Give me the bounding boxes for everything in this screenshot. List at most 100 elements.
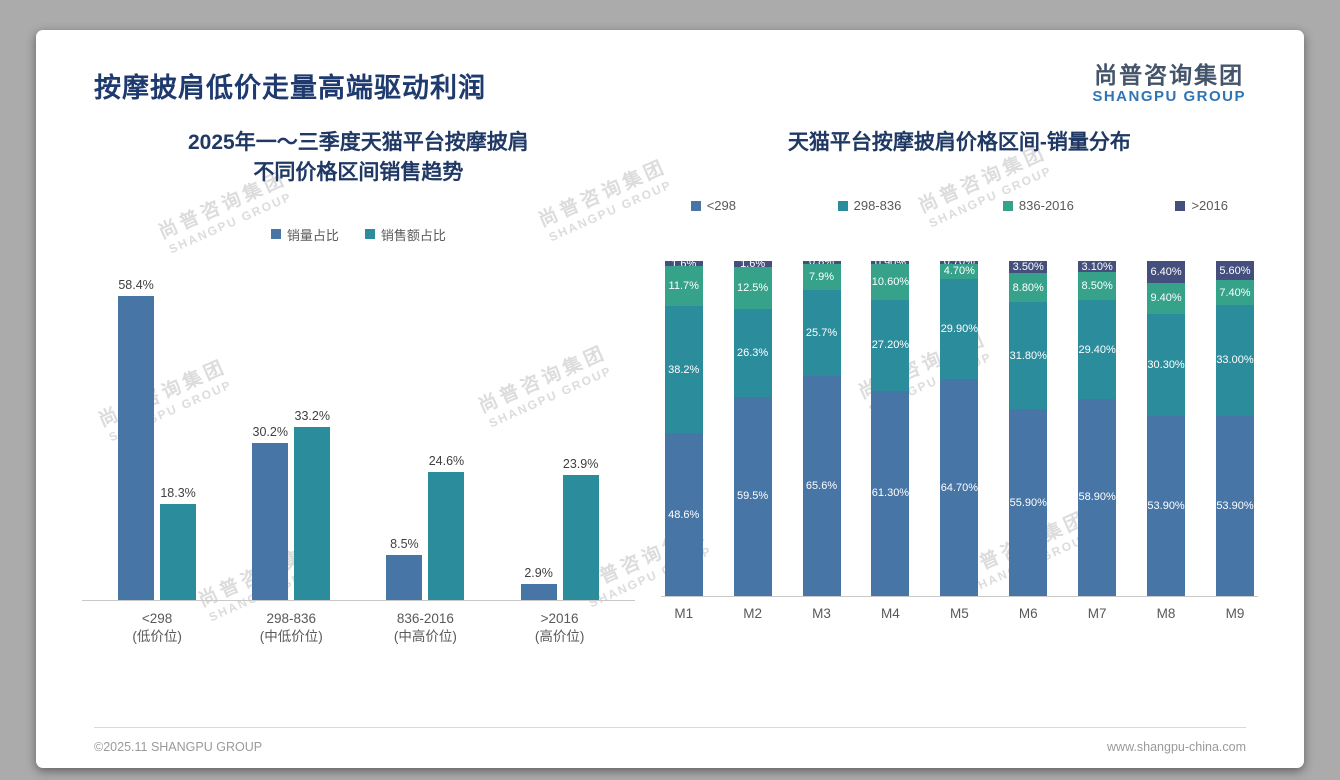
category-label: 836-2016 (中高价位) [394, 610, 457, 646]
stacked-bar-column: 6.40% 9.40% 30.30% 53.90% M8 [1147, 261, 1186, 621]
segment-value-label: 3.10% [1081, 260, 1113, 273]
segment-blue: 65.6% [802, 376, 841, 597]
segment-blue: 64.70% [940, 379, 979, 597]
segment-value-label: 55.90% [1009, 496, 1047, 509]
legend-item-298-836: 298-836 [837, 198, 901, 213]
right-chart-panel: 天猫平台按摩披肩价格区间-销量分布 <298 298-836 836-2016 [635, 128, 1258, 646]
segment-value-label: 10.60% [871, 275, 910, 288]
bar-group: 30.2% 33.2% 298-836 (中低价位) [252, 270, 331, 646]
bar-value-label: 18.3% [160, 486, 196, 501]
bar-teal: 24.6% [428, 454, 465, 600]
bar-teal: 18.3% [160, 486, 197, 600]
bar-teal: 33.2% [294, 409, 331, 600]
category-label: >2016 (高价位) [535, 610, 585, 646]
bar-segment [562, 475, 599, 600]
segment-value-label: 30.30% [1147, 358, 1185, 371]
segment-teal: 30.30% [1147, 314, 1186, 416]
segment-value-label: 9.40% [1150, 292, 1182, 305]
bar-pair: 8.5% 24.6% [386, 270, 465, 600]
segment-value-label: 53.90% [1147, 499, 1185, 512]
bar-pair: 58.4% 18.3% [118, 270, 197, 600]
stacked-bar-column: 5.60% 7.40% 33.00% 53.90% M9 [1215, 261, 1254, 621]
segment-label-holder: 58.90% [1078, 490, 1116, 504]
segment-value-label: 33.00% [1216, 354, 1254, 367]
bar-segment [160, 504, 197, 600]
bar-blue: 8.5% [386, 537, 423, 600]
segment-label-holder: 9.40% [1147, 291, 1185, 305]
segment-teal: 33.00% [1215, 305, 1254, 416]
segment-value-label: 3.50% [1012, 261, 1044, 274]
segment-label-holder: 10.60% [871, 275, 909, 289]
segment-value-label: 7.40% [1219, 286, 1251, 299]
category-sublabel: (高价位) [534, 628, 585, 644]
segment-value-label: 61.30% [871, 487, 910, 500]
bar-value-label: 30.2% [252, 424, 288, 439]
segment-label-holder: 53.90% [1147, 499, 1185, 513]
segment-teal: 31.80% [1009, 302, 1048, 409]
company-logo: 尚普咨询集团 SHANGPU GROUP [1092, 62, 1246, 106]
stacked-bar-column: 0.8% 7.9% 25.7% 65.6% M3 [802, 256, 841, 621]
bar-segment [252, 442, 289, 600]
segment-blue: 61.30% [871, 390, 910, 597]
category-name: <298 [141, 610, 173, 626]
logo-cn-text: 尚普咨询集团 [1094, 62, 1245, 88]
segment-value-label: 58.90% [1078, 491, 1116, 504]
segment-teal: 29.90% [940, 279, 979, 380]
stacked-bar-column: 1.6% 12.5% 26.3% 59.5% M2 [733, 258, 772, 621]
x-axis-line [660, 596, 1258, 598]
segment-value-label: 59.5% [737, 490, 769, 503]
legend-label: <298 [706, 198, 737, 214]
segment-label-holder: 25.7% [803, 326, 841, 340]
bar-teal: 23.9% [562, 457, 599, 600]
segment-green: 9.40% [1147, 282, 1186, 315]
segment-green: 11.7% [664, 266, 703, 306]
page-title: 按摩披肩低价走量高端驱动利润 [94, 73, 486, 103]
stacked-bar-column: 0.90% 10.60% 27.20% 61.30% M4 [871, 257, 910, 622]
stacked-bar: 3.10% 8.50% 29.40% 58.90% [1078, 260, 1117, 597]
stacked-bar-column: 3.10% 8.50% 29.40% 58.90% M7 [1078, 260, 1117, 621]
segment-label-holder: 5.60% [1216, 264, 1254, 278]
bar-group: 58.4% 18.3% <298 (低价位) [118, 270, 197, 646]
segment-green: 12.5% [733, 266, 772, 309]
segment-navy: 6.40% [1147, 261, 1186, 283]
segment-teal: 27.20% [871, 299, 910, 391]
bar-blue: 2.9% [520, 566, 557, 600]
bar-value-label: 24.6% [428, 453, 465, 468]
bar-segment [520, 584, 557, 600]
segment-green: 8.50% [1078, 271, 1117, 301]
segment-teal: 25.7% [802, 290, 841, 377]
segment-label-holder: 53.90% [1216, 499, 1254, 513]
bar-pair: 30.2% 33.2% [252, 270, 331, 600]
legend-swatch-blue [690, 200, 701, 211]
segment-value-label: 26.3% [737, 346, 769, 359]
segment-label-holder: 30.30% [1147, 358, 1185, 372]
right-chart-title: 天猫平台按摩披肩价格区间-销量分布 [787, 130, 1131, 154]
category-sublabel: (中高价位) [393, 628, 457, 644]
legend-item-lt298: <298 [690, 198, 737, 214]
segment-green: 7.9% [802, 263, 841, 291]
segment-value-label: 11.7% [668, 280, 699, 293]
left-chart-title-line2: 不同价格区间销售趋势 [253, 161, 464, 185]
bar-blue: 58.4% [118, 278, 155, 600]
category-name: 836-2016 [396, 610, 454, 626]
slide-content: 按摩披肩低价走量高端驱动利润 尚普咨询集团 SHANGPU GROUP 2025… [36, 30, 1304, 768]
bar-value-label: 8.5% [390, 537, 419, 552]
month-label: M4 [881, 606, 900, 622]
segment-label-holder: 55.90% [1009, 496, 1047, 510]
stacked-bar: 0.90% 10.60% 27.20% 61.30% [871, 257, 910, 597]
bar-group: 8.5% 24.6% 836-2016 (中高价位) [386, 270, 465, 646]
bar-segment [118, 295, 155, 600]
segment-label-holder: 11.7% [665, 279, 703, 293]
legend-label: 销量占比 [286, 227, 339, 243]
segment-teal: 26.3% [733, 308, 772, 397]
segment-value-label: 25.7% [805, 327, 838, 340]
category-sublabel: (中低价位) [259, 628, 323, 644]
slide: 尚普咨询集团 SHANGPU GROUP 尚普咨询集团 SHANGPU GROUP 尚普… [36, 30, 1304, 768]
segment-label-holder: 6.40% [1147, 265, 1185, 279]
segment-value-label: 8.80% [1012, 281, 1044, 294]
bar-value-label: 58.4% [118, 277, 154, 292]
bar-value-label: 2.9% [524, 566, 553, 581]
segment-label-holder: 29.40% [1078, 343, 1116, 357]
bar-segment [428, 471, 465, 600]
segment-green: 7.40% [1215, 280, 1254, 306]
